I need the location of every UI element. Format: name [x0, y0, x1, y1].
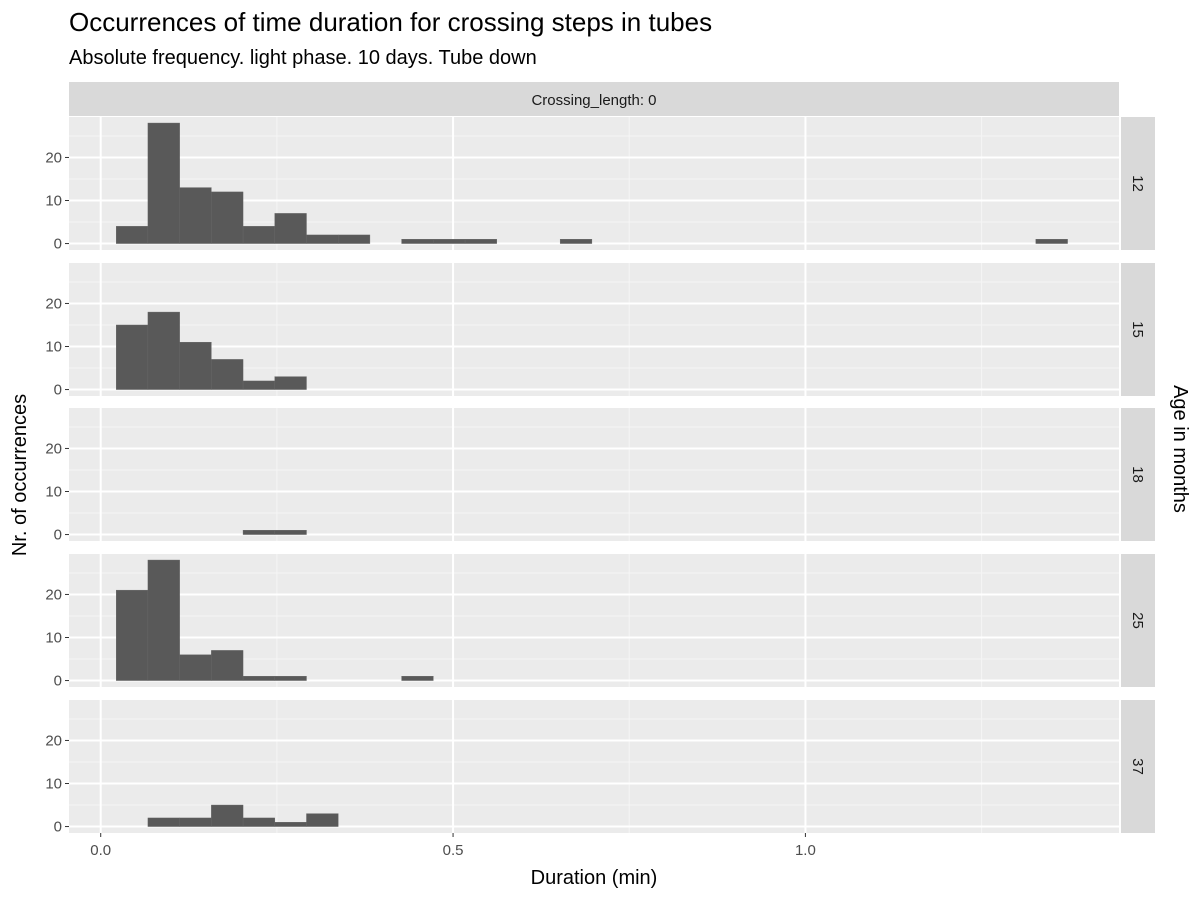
- facet-row-strip: [1121, 554, 1155, 687]
- histogram-bar: [242, 676, 275, 681]
- chart-subtitle: Absolute frequency. light phase. 10 days…: [69, 47, 537, 69]
- histogram-bar: [242, 530, 275, 535]
- histogram-bar: [179, 187, 212, 244]
- facet-row-strip: [1121, 408, 1155, 541]
- facet-panel-15: 0 10 20 15: [45, 263, 1155, 399]
- y-tick-label: 20: [45, 149, 62, 166]
- y-tick-label: 20: [45, 586, 62, 603]
- histogram-bar: [116, 226, 149, 244]
- y-tick-label: 0: [54, 819, 62, 836]
- facet-row-label: 12: [1129, 175, 1146, 192]
- facet-row-title: Age in months: [1169, 385, 1191, 513]
- histogram-bar: [559, 239, 593, 244]
- histogram-bar: [306, 234, 339, 244]
- histogram-bar: [147, 311, 180, 390]
- histogram-bar: [211, 650, 244, 681]
- histogram-bar: [274, 676, 307, 681]
- facet-panel-37: 0 10 20 37: [45, 700, 1155, 836]
- histogram-bar: [1035, 239, 1068, 244]
- histogram-bar: [211, 359, 244, 390]
- x-axis: 0.0 0.5 1.0: [90, 833, 816, 859]
- x-tick-label: 0.0: [90, 842, 111, 859]
- x-tick-label: 0.5: [443, 842, 464, 859]
- histogram-bar: [147, 122, 180, 244]
- y-tick-label: 0: [54, 673, 62, 690]
- panel-background: [69, 408, 1119, 541]
- panel-background: [69, 700, 1119, 833]
- facet-panel-18: 0 10 20 18: [45, 408, 1155, 544]
- facet-column-label: Crossing_length: 0: [531, 92, 656, 109]
- histogram-bar: [274, 822, 307, 827]
- histogram-bar: [179, 654, 212, 681]
- y-axis-title: Nr. of occurrences: [9, 394, 31, 556]
- facet-column-strip: [69, 82, 1119, 116]
- facet-panel-25: 0 10 20 25: [45, 554, 1155, 690]
- histogram-bar: [116, 589, 149, 681]
- y-tick-label: 10: [45, 193, 62, 210]
- histogram-bar: [401, 676, 434, 681]
- facet-row-label: 15: [1129, 321, 1146, 338]
- histogram-bar: [433, 239, 466, 244]
- histogram-bar: [211, 191, 244, 244]
- y-tick-label: 20: [45, 732, 62, 749]
- y-tick-label: 10: [45, 339, 62, 356]
- facet-row-label: 37: [1129, 758, 1146, 775]
- facet-row-strip: [1121, 117, 1155, 250]
- y-tick-label: 10: [45, 776, 62, 793]
- histogram-bar: [116, 324, 149, 390]
- histogram-bar: [274, 376, 307, 390]
- panel-background: [69, 554, 1119, 687]
- facet-row-label: 18: [1129, 466, 1146, 483]
- facet-panels: 0 10 20 12 0 10 20 15 0 10 20 18 0 10 20 25 0 10 20 37: [45, 117, 1155, 836]
- y-tick-label: 20: [45, 440, 62, 457]
- histogram-bar: [337, 234, 371, 244]
- histogram-bar: [242, 380, 275, 390]
- y-tick-label: 0: [54, 527, 62, 544]
- histogram-bar: [242, 226, 275, 244]
- y-tick-label: 0: [54, 236, 62, 253]
- histogram-bar: [179, 817, 212, 827]
- y-tick-label: 10: [45, 630, 62, 647]
- facet-row-label: 25: [1129, 612, 1146, 629]
- histogram-bar: [401, 239, 434, 244]
- histogram-bar: [147, 559, 180, 681]
- facet-panel-12: 0 10 20 12: [45, 117, 1155, 253]
- chart-title: Occurrences of time duration for crossin…: [69, 7, 712, 37]
- histogram-bar: [211, 804, 244, 827]
- facet-row-strip: [1121, 263, 1155, 396]
- histogram-bar: [147, 817, 180, 827]
- histogram-bar: [306, 813, 339, 827]
- y-tick-label: 10: [45, 484, 62, 501]
- histogram-bar: [274, 530, 307, 535]
- x-axis-title: Duration (min): [531, 867, 658, 889]
- histogram-bar: [464, 239, 497, 244]
- y-tick-label: 20: [45, 295, 62, 312]
- panel-background: [69, 263, 1119, 396]
- histogram-bar: [179, 341, 212, 390]
- histogram-bar: [274, 213, 307, 244]
- facet-row-strip: [1121, 700, 1155, 833]
- y-tick-label: 0: [54, 382, 62, 399]
- x-tick-label: 1.0: [795, 842, 816, 859]
- histogram-bar: [242, 817, 275, 827]
